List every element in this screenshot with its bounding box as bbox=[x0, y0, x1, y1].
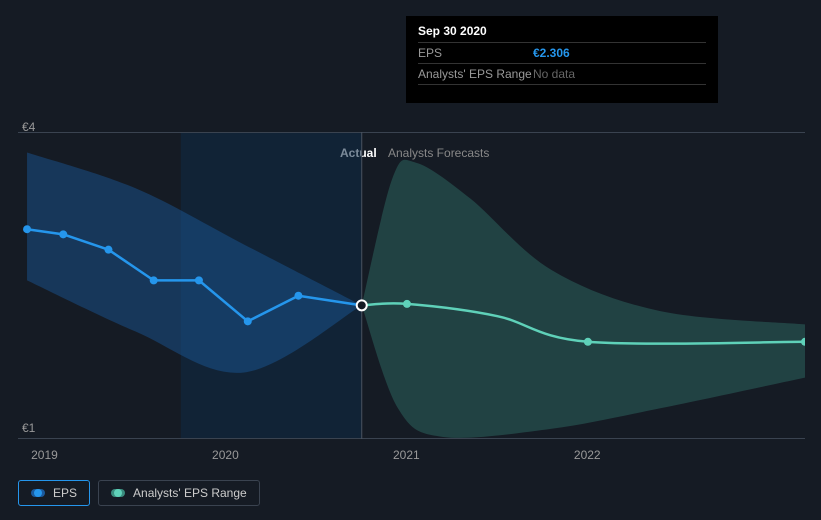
x-axis-label: 2021 bbox=[393, 448, 420, 462]
tooltip-row-label: Analysts' EPS Range bbox=[418, 67, 533, 81]
tooltip: Sep 30 2020 EPS €2.306 Analysts' EPS Ran… bbox=[406, 16, 718, 103]
eps-chart[interactable] bbox=[18, 132, 805, 439]
x-axis-label: 2019 bbox=[31, 448, 58, 462]
legend-item-range[interactable]: Analysts' EPS Range bbox=[98, 480, 260, 506]
legend-item-label: Analysts' EPS Range bbox=[133, 486, 247, 500]
tooltip-row-value: €2.306 bbox=[533, 46, 570, 60]
legend-item-eps[interactable]: EPS bbox=[18, 480, 90, 506]
legend-swatch-icon bbox=[31, 489, 45, 497]
x-axis-label: 2022 bbox=[574, 448, 601, 462]
tooltip-row: EPS €2.306 bbox=[418, 42, 706, 63]
chart-container: Sep 30 2020 EPS €2.306 Analysts' EPS Ran… bbox=[0, 0, 821, 520]
legend-swatch-icon bbox=[111, 489, 125, 497]
tooltip-row: Analysts' EPS Range No data bbox=[418, 63, 706, 85]
tooltip-row-label: EPS bbox=[418, 46, 533, 60]
legend: EPS Analysts' EPS Range bbox=[18, 480, 260, 506]
x-axis-label: 2020 bbox=[212, 448, 239, 462]
tooltip-row-value: No data bbox=[533, 67, 575, 81]
legend-item-label: EPS bbox=[53, 486, 77, 500]
tooltip-date: Sep 30 2020 bbox=[418, 24, 706, 38]
